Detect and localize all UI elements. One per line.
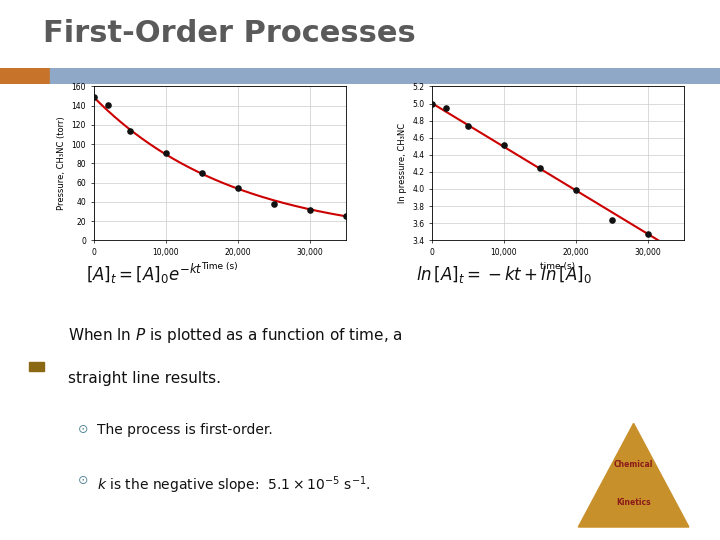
X-axis label: time (s): time (s): [541, 262, 575, 272]
Text: Chemical: Chemical: [614, 460, 653, 469]
Point: [124, 126, 135, 135]
Text: ⊙: ⊙: [78, 474, 88, 487]
Polygon shape: [578, 423, 689, 527]
Point: [441, 104, 452, 112]
Point: [268, 199, 279, 208]
Y-axis label: Pressure, CH₃NC (torr): Pressure, CH₃NC (torr): [57, 117, 66, 210]
Point: [678, 251, 690, 260]
Text: $k$ is the negative slope:  $5.1 \times 10^{-5}$ s$^{-1}$.: $k$ is the negative slope: $5.1 \times 1…: [97, 474, 371, 496]
Point: [232, 184, 243, 193]
Point: [498, 141, 510, 150]
Point: [642, 230, 654, 239]
Text: straight line results.: straight line results.: [68, 371, 222, 386]
FancyBboxPatch shape: [29, 362, 44, 371]
Text: ⊙: ⊙: [78, 422, 88, 436]
Point: [88, 93, 99, 102]
Point: [570, 186, 582, 194]
Point: [304, 205, 315, 214]
Text: $ln \, [A]_t = -kt + ln \, [A]_0$: $ln \, [A]_t = -kt + ln \, [A]_0$: [416, 264, 592, 285]
Point: [606, 215, 618, 224]
Y-axis label: ln pressure, CH₃NC: ln pressure, CH₃NC: [397, 123, 407, 204]
Point: [534, 163, 546, 172]
Point: [340, 212, 351, 220]
Bar: [0, 68, 50, 84]
Point: [102, 100, 114, 109]
Text: $[A]_t = [A]_0 e^{-kt}$: $[A]_t = [A]_0 e^{-kt}$: [86, 262, 202, 286]
Point: [426, 99, 438, 108]
Point: [196, 168, 207, 177]
Text: First-Order Processes: First-Order Processes: [43, 19, 416, 48]
X-axis label: Time (s): Time (s): [202, 262, 238, 272]
Text: Kinetics: Kinetics: [616, 498, 651, 507]
Text: When ln $P$ is plotted as a function of time, a: When ln $P$ is plotted as a function of …: [68, 326, 403, 345]
Point: [160, 148, 171, 157]
Point: [462, 122, 474, 130]
Text: The process is first-order.: The process is first-order.: [97, 422, 273, 436]
